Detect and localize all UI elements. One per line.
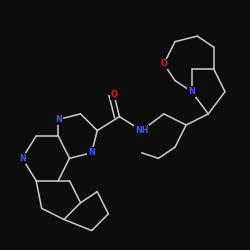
Text: N: N bbox=[88, 148, 95, 157]
Text: O: O bbox=[110, 90, 117, 99]
Text: N: N bbox=[188, 87, 195, 96]
Text: N: N bbox=[19, 154, 26, 163]
Text: O: O bbox=[160, 60, 167, 68]
Text: NH: NH bbox=[135, 126, 148, 135]
Text: N: N bbox=[55, 115, 62, 124]
